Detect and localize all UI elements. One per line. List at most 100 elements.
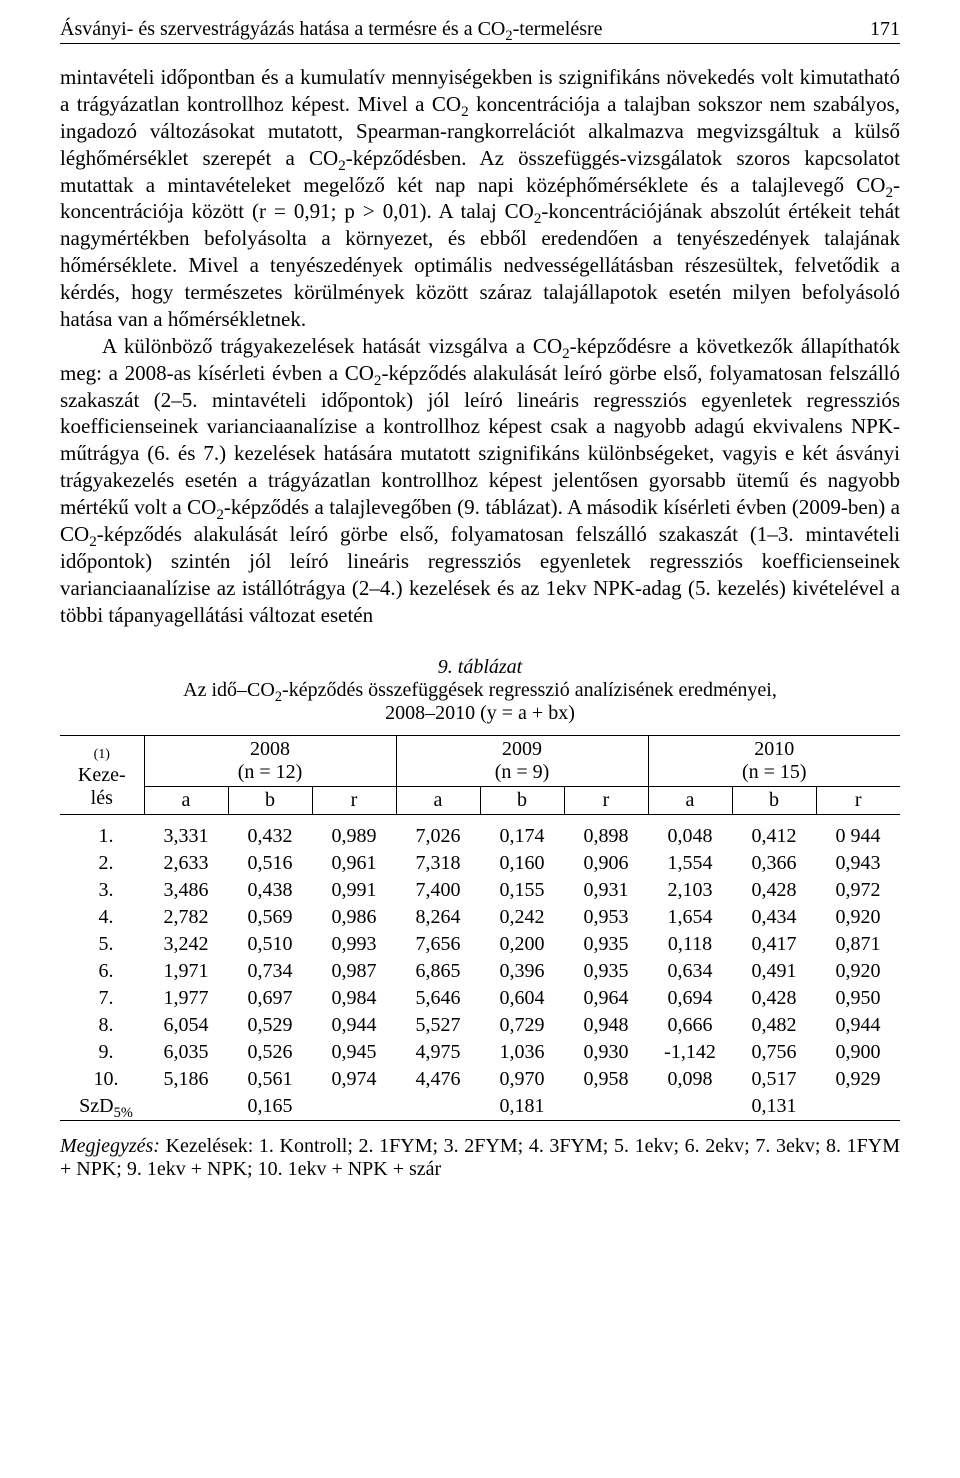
cell-value: 0,412: [732, 815, 816, 851]
sub-a-2: a: [396, 787, 480, 815]
sub-r-2: r: [564, 787, 648, 815]
cell-value: 0,118: [648, 931, 732, 958]
cell-value: 0,898: [564, 815, 648, 851]
cell-value: 0,930: [564, 1039, 648, 1066]
table-number: 9. táblázat: [60, 656, 900, 679]
year-2009: 2009: [502, 738, 542, 760]
cell-value: [648, 1093, 732, 1121]
year-2010: 2010: [754, 738, 794, 760]
cell-value: 0,165: [228, 1093, 312, 1121]
year-2008: 2008: [250, 738, 290, 760]
cell-value: 0,991: [312, 877, 396, 904]
year-head-2008: 2008 (n = 12): [144, 736, 396, 787]
cell-value: 0,920: [816, 904, 900, 931]
sub-b-2: b: [480, 787, 564, 815]
cell-kezeles: 1.: [60, 815, 144, 851]
col-kezeles-small: (1): [94, 747, 110, 762]
year-head-2010: 2010 (n = 15): [648, 736, 900, 787]
cell-value: -1,142: [648, 1039, 732, 1066]
table-row: 6.1,9710,7340,9876,8650,3960,9350,6340,4…: [60, 958, 900, 985]
page: Ásványi- és szervestrágyázás hatása a te…: [0, 0, 960, 1241]
col-kezeles-label: Keze- lés: [78, 764, 126, 809]
cell-value: 3,486: [144, 877, 228, 904]
cell-value: 0,666: [648, 1012, 732, 1039]
cell-value: 1,654: [648, 904, 732, 931]
cell-value: 2,103: [648, 877, 732, 904]
sub-a-1: a: [144, 787, 228, 815]
sub-a-3: a: [648, 787, 732, 815]
cell-value: 0,970: [480, 1066, 564, 1093]
table-body: 1.3,3310,4320,9897,0260,1740,8980,0480,4…: [60, 815, 900, 1121]
cell-value: 0,961: [312, 850, 396, 877]
cell-value: 3,331: [144, 815, 228, 851]
cell-value: 0,935: [564, 958, 648, 985]
cell-value: 0,694: [648, 985, 732, 1012]
cell-value: 7,318: [396, 850, 480, 877]
cell-value: 6,054: [144, 1012, 228, 1039]
cell-value: 8,264: [396, 904, 480, 931]
cell-value: 6,035: [144, 1039, 228, 1066]
cell-value: [144, 1093, 228, 1121]
table-footnote: Megjegyzés: Kezelések: 1. Kontroll; 2. 1…: [60, 1135, 900, 1181]
cell-value: 0,989: [312, 815, 396, 851]
cell-value: 0,974: [312, 1066, 396, 1093]
cell-value: 0,944: [312, 1012, 396, 1039]
running-head: Ásványi- és szervestrágyázás hatása a te…: [60, 18, 900, 41]
header-rule: [60, 43, 900, 44]
cell-value: 1,036: [480, 1039, 564, 1066]
cell-value: 0,986: [312, 904, 396, 931]
cell-value: 7,656: [396, 931, 480, 958]
cell-value: 0,491: [732, 958, 816, 985]
cell-value: 0,438: [228, 877, 312, 904]
cell-value: 0,984: [312, 985, 396, 1012]
cell-value: 0,417: [732, 931, 816, 958]
table-head: (1) Keze- lés 2008 (n = 12) 2009 (n = 9)…: [60, 736, 900, 815]
cell-value: 5,646: [396, 985, 480, 1012]
cell-kezeles: 9.: [60, 1039, 144, 1066]
cell-value: 0,987: [312, 958, 396, 985]
paragraph-1: mintavételi időpontban és a kumulatív me…: [60, 64, 900, 333]
cell-value: 0,697: [228, 985, 312, 1012]
cell-value: [816, 1093, 900, 1121]
cell-value: 0,734: [228, 958, 312, 985]
cell-value: 0,516: [228, 850, 312, 877]
cell-value: 0,906: [564, 850, 648, 877]
n-2009: (n = 9): [495, 761, 550, 783]
cell-value: 3,242: [144, 931, 228, 958]
table-row: 4.2,7820,5690,9868,2640,2420,9531,6540,4…: [60, 904, 900, 931]
col-kezeles-head: (1) Keze- lés: [60, 736, 144, 815]
cell-value: 0,160: [480, 850, 564, 877]
sub-r-1: r: [312, 787, 396, 815]
cell-value: 1,554: [648, 850, 732, 877]
cell-value: [564, 1093, 648, 1121]
cell-value: 0,526: [228, 1039, 312, 1066]
cell-value: [312, 1093, 396, 1121]
cell-value: 0,561: [228, 1066, 312, 1093]
table-caption-line3: 2008–2010 (y = a + bx): [60, 702, 900, 725]
cell-value: 0,993: [312, 931, 396, 958]
table-row: 3.3,4860,4380,9917,4000,1550,9312,1030,4…: [60, 877, 900, 904]
table-row: 8.6,0540,5290,9445,5270,7290,9480,6660,4…: [60, 1012, 900, 1039]
cell-value: 0,366: [732, 850, 816, 877]
cell-value: 0,510: [228, 931, 312, 958]
paragraph-2: A különböző trágyakezelések hatását vizs…: [60, 333, 900, 629]
cell-value: 0,428: [732, 985, 816, 1012]
cell-value: 7,026: [396, 815, 480, 851]
cell-value: 0,756: [732, 1039, 816, 1066]
cell-value: 7,400: [396, 877, 480, 904]
cell-kezeles: 7.: [60, 985, 144, 1012]
cell-kezeles: 3.: [60, 877, 144, 904]
cell-value: 0,948: [564, 1012, 648, 1039]
cell-value: 0,529: [228, 1012, 312, 1039]
cell-kezeles: 10.: [60, 1066, 144, 1093]
cell-value: 0,929: [816, 1066, 900, 1093]
cell-value: 5,527: [396, 1012, 480, 1039]
footnote-text: Kezelések: 1. Kontroll; 2. 1FYM; 3. 2FYM…: [60, 1135, 900, 1180]
cell-value: 0,953: [564, 904, 648, 931]
n-2010: (n = 15): [742, 761, 807, 783]
cell-value: 0,174: [480, 815, 564, 851]
cell-value: 4,476: [396, 1066, 480, 1093]
cell-value: 0,517: [732, 1066, 816, 1093]
cell-value: 0,181: [480, 1093, 564, 1121]
cell-value: 2,633: [144, 850, 228, 877]
